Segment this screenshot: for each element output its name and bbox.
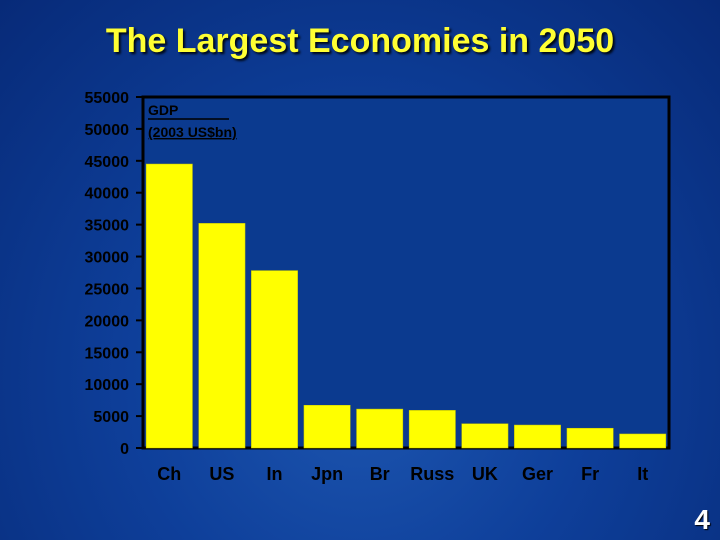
y-tick-label: 55000: [85, 90, 130, 107]
x-category-label: Russ: [410, 464, 454, 484]
bar-uk: [461, 423, 509, 449]
y-tick-label: 10000: [85, 377, 130, 394]
y-tick-label: 40000: [85, 186, 130, 203]
unit-label-line-1: GDP: [148, 102, 178, 118]
y-tick-label: 15000: [85, 345, 130, 362]
x-category-label: Jpn: [311, 464, 343, 484]
x-category-label: US: [209, 464, 234, 484]
x-category-label: Ch: [157, 464, 181, 484]
x-category-label: It: [637, 464, 648, 484]
bar-jpn: [303, 404, 351, 449]
x-category-label: Ger: [522, 464, 553, 484]
bar-us: [198, 223, 246, 449]
page-title: The Largest Economies in 2050: [105, 22, 615, 60]
bars-group: [145, 163, 667, 449]
x-axis-labels: Ch US In Jpn Br Russ UK Ger Fr It: [157, 464, 648, 484]
x-category-label: Fr: [581, 464, 599, 484]
x-category-label: In: [267, 464, 283, 484]
y-tick-label: 0: [120, 441, 129, 458]
y-tick-label: 20000: [85, 313, 130, 330]
y-tick-label: 5000: [93, 409, 129, 426]
y-tick-label: 45000: [85, 154, 130, 171]
y-axis: 0 5000 10000 15000 20000 25000 30000 35000 40000…: [85, 90, 145, 458]
y-tick-label: 25000: [85, 281, 130, 298]
y-tick-label: 35000: [85, 218, 130, 235]
bar-ch: [145, 163, 193, 449]
unit-label-line-2: (2003 US$bn): [148, 124, 237, 140]
page-number: 4: [694, 504, 710, 535]
y-tick-label: 30000: [85, 250, 130, 267]
bar-it: [619, 433, 667, 449]
x-category-label: UK: [472, 464, 498, 484]
x-category-label: Br: [370, 464, 390, 484]
bar-ger: [514, 424, 561, 449]
bar-fr: [566, 427, 614, 449]
y-axis-unit-label: GDP (2003 US$bn): [148, 102, 237, 140]
bar-in: [251, 270, 298, 449]
y-tick-label: 50000: [85, 122, 130, 139]
bar-russ: [408, 410, 456, 449]
bar-br: [356, 408, 404, 449]
